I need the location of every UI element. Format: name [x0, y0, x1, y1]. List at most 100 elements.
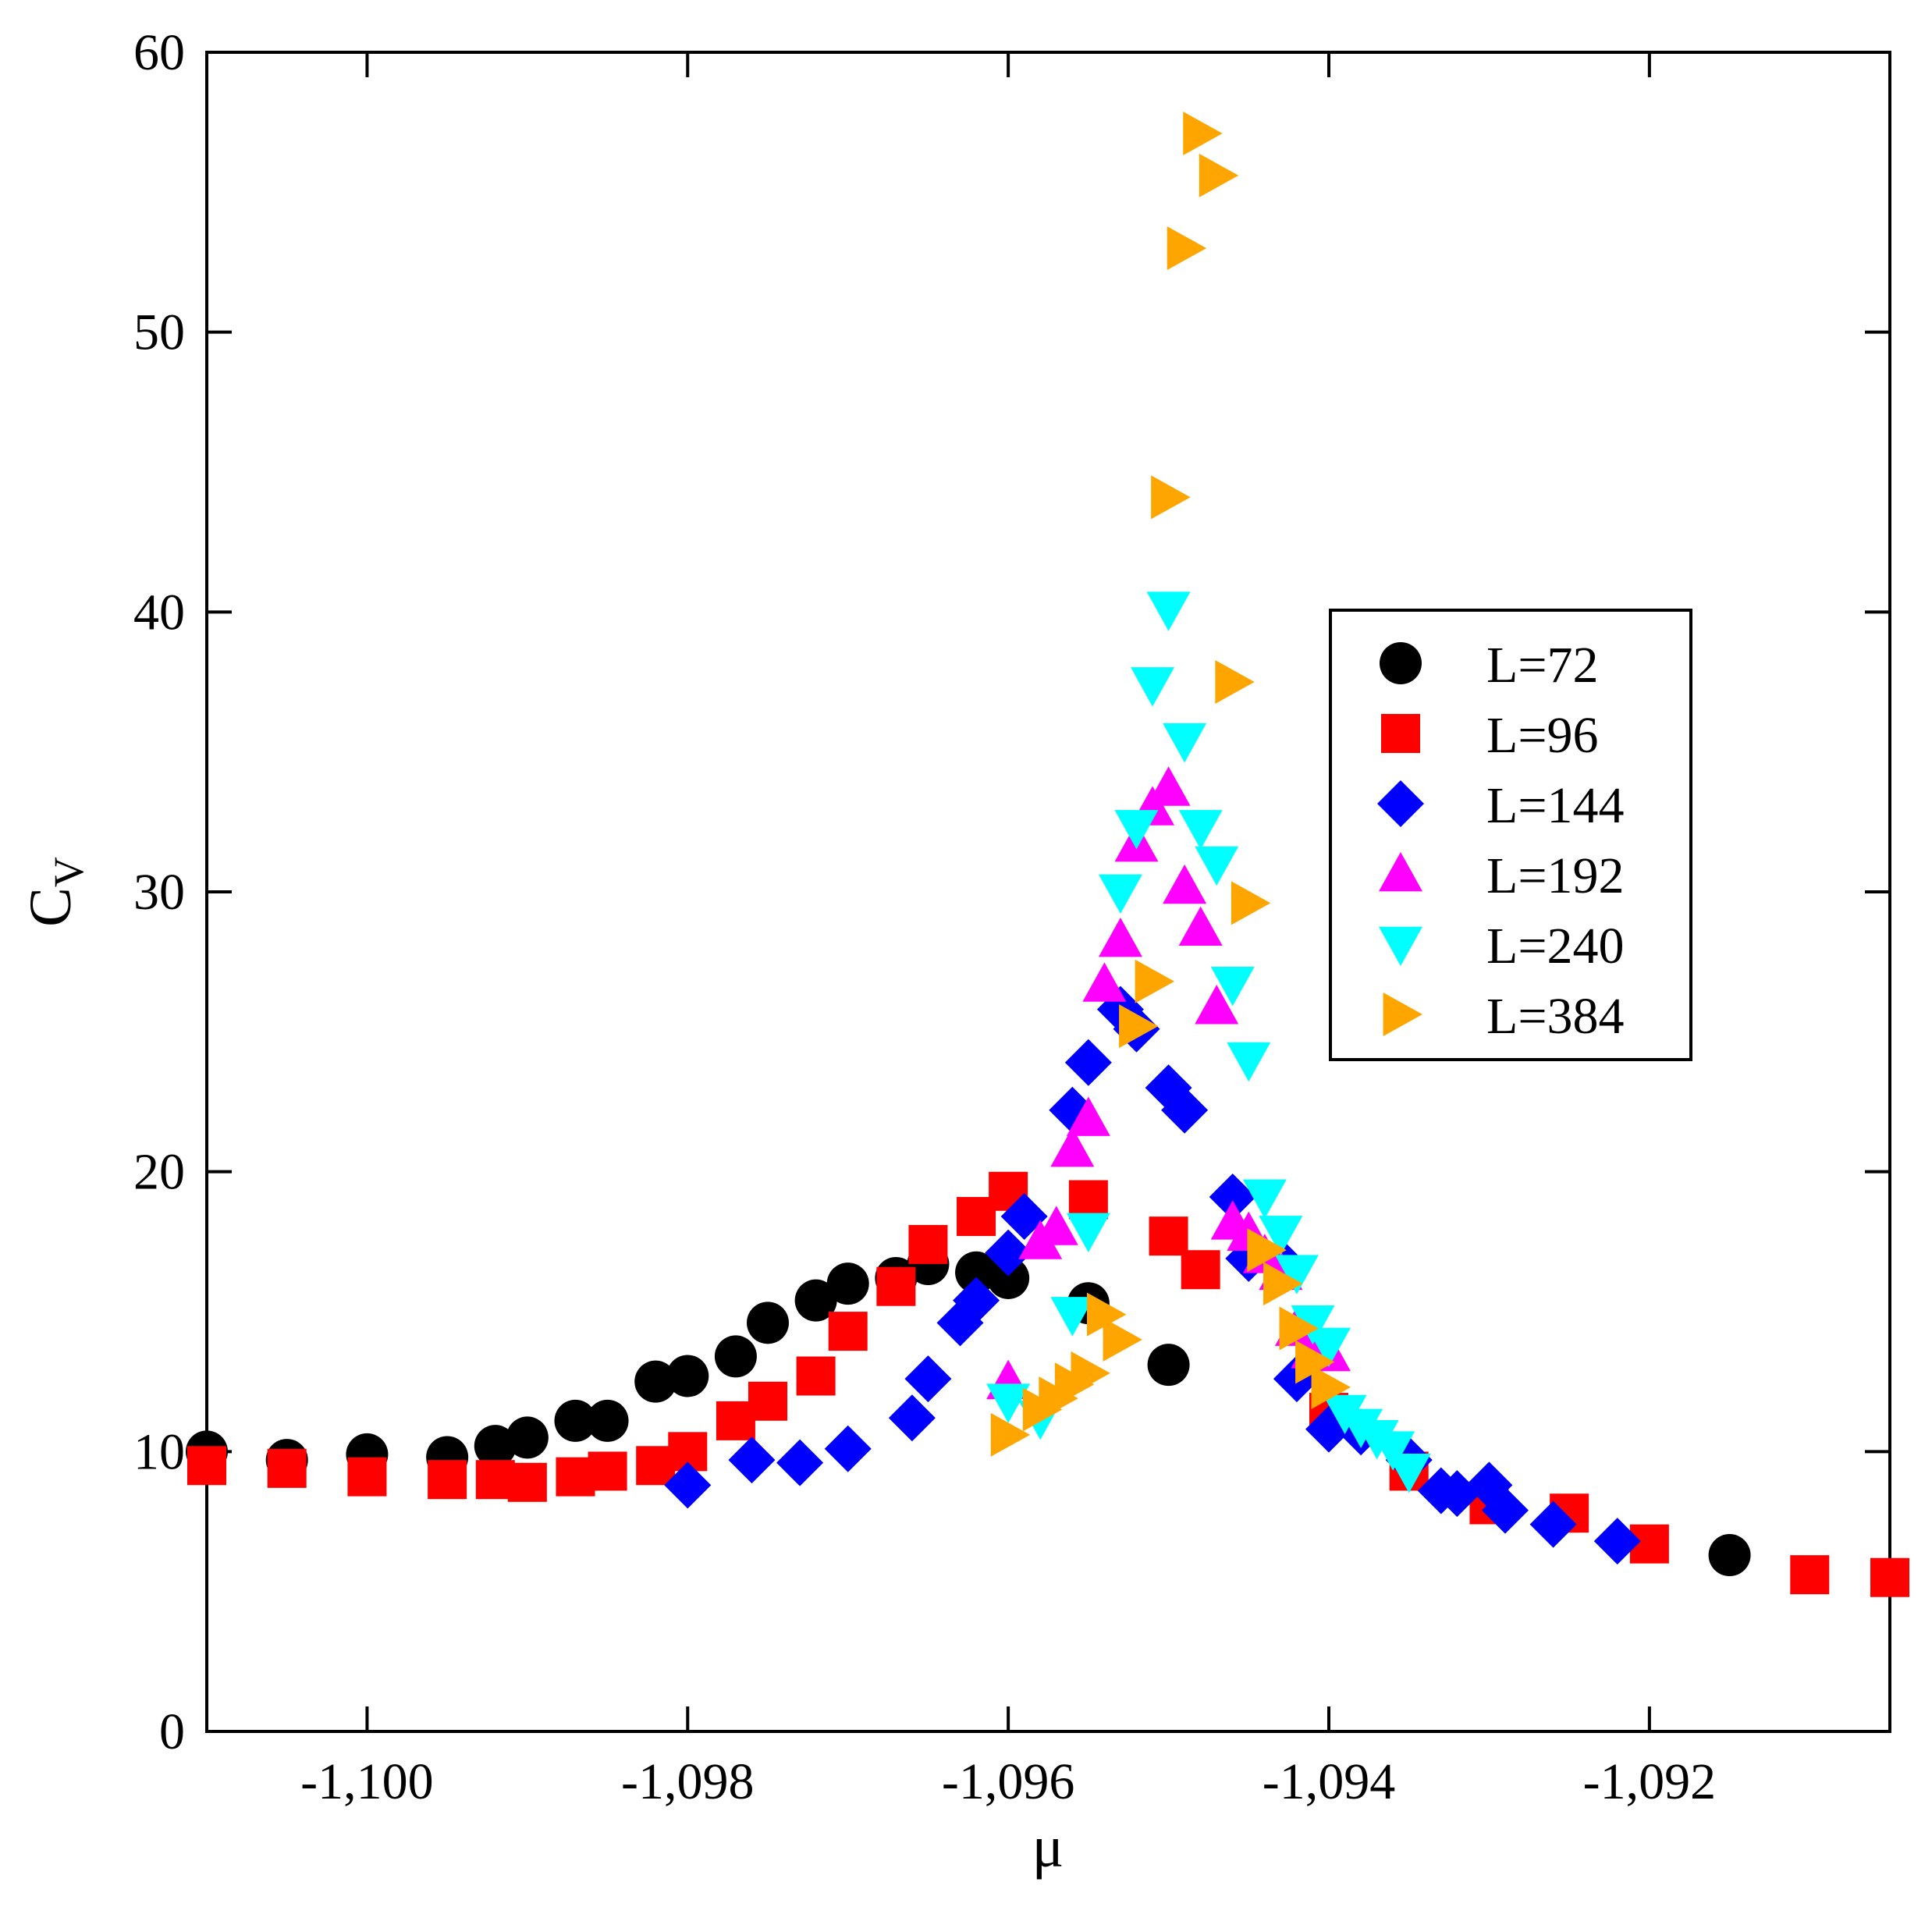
- data-point: [1119, 1004, 1159, 1049]
- y-tick-label: 40: [133, 584, 185, 641]
- data-point: [1433, 1470, 1481, 1518]
- data-point: [987, 1256, 1030, 1299]
- x-tick-label: -1,100: [300, 1753, 433, 1810]
- data-point: [1064, 1039, 1112, 1086]
- data-point: [794, 1279, 837, 1322]
- data-point: [1387, 1454, 1431, 1493]
- data-point: [1209, 1173, 1256, 1220]
- y-tick-label: 50: [133, 304, 185, 361]
- series-L=384: [990, 112, 1351, 1457]
- data-point: [876, 1266, 916, 1306]
- data-point: [554, 1399, 597, 1442]
- data-point: [953, 1277, 1000, 1324]
- data-point: [1307, 1327, 1351, 1368]
- legend: L=72 L=96 L=144 L=192 L=240 L=384: [1329, 609, 1692, 1061]
- y-tick-label: 0: [159, 1703, 185, 1760]
- data-point: [267, 1448, 307, 1488]
- series-L=144: [664, 985, 1641, 1565]
- data-point: [955, 1251, 998, 1294]
- legend-label: L=192: [1486, 847, 1625, 904]
- data-point: [1708, 1534, 1751, 1577]
- x-tick-label: -1,092: [1583, 1753, 1716, 1810]
- data-point: [1103, 1317, 1142, 1362]
- legend-label: L=72: [1486, 637, 1599, 694]
- y-axis-label-subscript: V: [45, 857, 92, 887]
- data-point: [1082, 962, 1127, 1002]
- data-point: [1147, 1344, 1190, 1387]
- data-point: [826, 1262, 869, 1305]
- data-point: [1529, 1500, 1577, 1548]
- data-point: [824, 1425, 872, 1472]
- data-point: [1593, 1518, 1641, 1565]
- data-point: [1274, 1255, 1319, 1294]
- data-point: [1210, 966, 1255, 1007]
- data-point: [1178, 810, 1223, 850]
- data-point: [747, 1302, 789, 1344]
- y-axis-label-main: C: [18, 887, 83, 927]
- legend-marker: [1379, 926, 1422, 966]
- data-point: [588, 1451, 627, 1491]
- axis-ticks: -1,100 -1,098 -1,096 -1,094 -1,092 0 10 20 30 40 5…: [133, 24, 1890, 1810]
- y-tick-label: 60: [133, 24, 185, 81]
- data-point: [888, 1394, 936, 1442]
- data-point: [1146, 766, 1191, 806]
- legend-marker: [1379, 852, 1422, 892]
- data-point: [1135, 959, 1175, 1003]
- legend-label: L=240: [1486, 918, 1625, 975]
- series-L=72: [186, 1243, 1751, 1577]
- data-point: [1131, 667, 1175, 707]
- data-point: [1114, 810, 1159, 850]
- data-point: [1098, 874, 1142, 914]
- data-point: [1178, 906, 1223, 946]
- data-point: [1870, 1557, 1909, 1597]
- data-point: [664, 1461, 712, 1509]
- data-point: [1227, 1042, 1271, 1082]
- data-point: [1163, 864, 1207, 904]
- data-point: [748, 1381, 787, 1421]
- data-point: [1034, 1206, 1078, 1245]
- data-point: [1161, 1086, 1209, 1134]
- data-point: [1195, 985, 1239, 1025]
- legend-marker: [1381, 714, 1420, 753]
- data-point: [507, 1462, 547, 1502]
- data-point: [1167, 226, 1207, 271]
- data-point: [904, 1355, 952, 1403]
- data-point: [1068, 1180, 1108, 1220]
- x-tick-label: -1,096: [942, 1753, 1074, 1810]
- data-point: [828, 1312, 868, 1351]
- data-point: [1149, 1216, 1188, 1256]
- data-point: [347, 1457, 387, 1497]
- data-point: [634, 1360, 677, 1403]
- data-point: [1151, 475, 1191, 520]
- data-point: [1195, 846, 1239, 886]
- data-point: [1247, 1228, 1287, 1273]
- data-point: [1146, 591, 1191, 631]
- y-tick-label: 10: [133, 1423, 185, 1480]
- data-point: [1066, 1213, 1110, 1252]
- data-point: [1050, 1127, 1095, 1167]
- data-point: [1263, 1262, 1303, 1306]
- data-point: [1183, 112, 1223, 156]
- legend-label: L=144: [1486, 777, 1625, 834]
- x-tick-label: -1,098: [621, 1753, 754, 1810]
- y-axis-label: CV: [18, 857, 92, 927]
- legend-label: L=96: [1486, 707, 1599, 764]
- data-point: [428, 1460, 467, 1500]
- data-point: [1291, 1305, 1335, 1345]
- data-point: [1371, 1431, 1415, 1471]
- y-tick-label: 30: [133, 864, 185, 921]
- data-point: [1242, 1179, 1287, 1219]
- data-point: [796, 1356, 836, 1396]
- x-axis-label: μ: [1032, 1814, 1064, 1880]
- data-point: [1087, 1292, 1127, 1337]
- data-point: [1066, 1096, 1110, 1136]
- series-L=96: [187, 1171, 1909, 1597]
- data-point: [1050, 1297, 1095, 1337]
- data-point: [506, 1416, 549, 1459]
- svg-text:CV: CV: [18, 857, 92, 927]
- x-tick-label: -1,094: [1263, 1753, 1395, 1810]
- legend-marker: [1383, 993, 1422, 1036]
- y-tick-label: 20: [133, 1144, 185, 1201]
- data-point: [714, 1335, 757, 1378]
